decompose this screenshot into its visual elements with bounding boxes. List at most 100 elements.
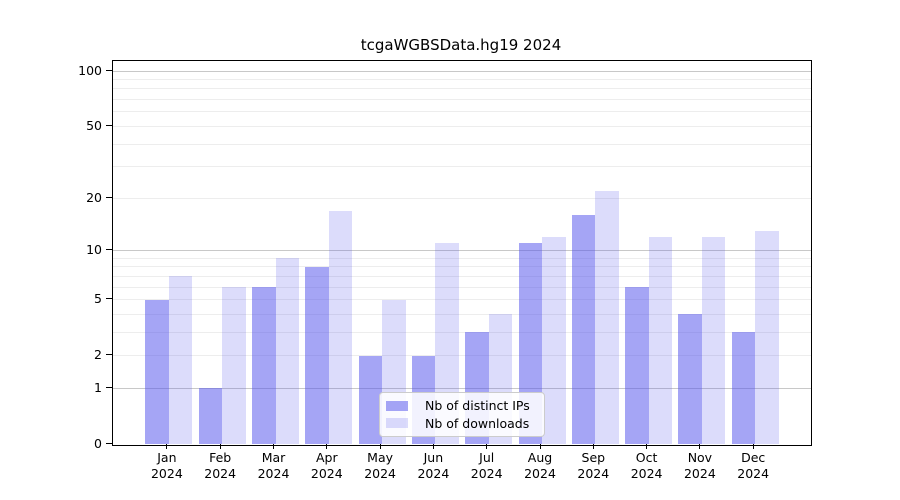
gridline-minor-4	[113, 313, 811, 315]
bar-downloads-apr	[328, 210, 353, 445]
x-tick-month: Feb	[209, 450, 232, 465]
bar-downloads-aug	[542, 236, 566, 445]
gridline-major-10	[113, 249, 811, 251]
x-tick-dec	[752, 443, 754, 449]
bar-distinct-ips-mar	[252, 287, 276, 445]
bar-distinct-ips-sep	[571, 215, 596, 445]
y-tick-2	[106, 354, 112, 356]
x-tick-apr	[326, 443, 328, 449]
x-tick-label-feb: Feb 2024	[204, 450, 236, 481]
x-tick-year: 2024	[683, 465, 716, 481]
bar-distinct-ips-feb	[198, 388, 223, 445]
y-tick-100	[106, 69, 112, 71]
bar-distinct-ips-oct	[625, 287, 649, 445]
bar-distinct-ips-may	[358, 355, 383, 445]
y-tick-label-0: 0	[94, 436, 102, 451]
x-tick-year: 2024	[364, 465, 396, 481]
x-tick-label-nov: Nov 2024	[684, 450, 716, 481]
y-tick-label-50: 50	[86, 117, 102, 133]
gridline-minor-60	[113, 111, 811, 113]
x-tick-label-aug: Aug 2024	[524, 450, 556, 481]
x-tick-month: Nov	[687, 450, 713, 465]
y-tick-label-2: 2	[94, 347, 102, 363]
x-tick-aug	[539, 443, 541, 449]
legend-label-downloads: Nb of downloads	[425, 415, 530, 431]
bar-distinct-ips-apr	[305, 266, 329, 445]
gridline-minor-7	[113, 275, 811, 277]
gridline-minor-2	[113, 355, 811, 357]
bar-downloads-jan	[168, 276, 193, 445]
x-tick-may	[379, 443, 381, 449]
bar-distinct-ips-dec	[731, 332, 756, 445]
x-tick-year: 2024	[630, 465, 663, 481]
y-tick-label-1: 1	[94, 379, 102, 395]
y-tick-10	[106, 248, 112, 250]
x-tick-year: 2024	[204, 465, 237, 481]
gridline-major-100	[113, 70, 811, 72]
y-tick-1	[106, 386, 112, 388]
x-tick-label-sep: Sep 2024	[577, 450, 609, 481]
x-tick-year: 2024	[257, 465, 290, 481]
legend-swatch-distinct-ips	[386, 400, 408, 412]
gridline-major-1	[113, 387, 811, 389]
gridline-minor-30	[113, 166, 811, 168]
x-tick-month: Oct	[635, 450, 658, 465]
gridline-minor-20	[113, 197, 811, 199]
gridline-minor-9	[113, 257, 811, 259]
bar-downloads-oct	[648, 236, 673, 445]
legend-item-downloads: Nb of downloads	[386, 416, 544, 431]
plot-area	[112, 60, 812, 446]
x-tick-year: 2024	[524, 465, 556, 481]
x-tick-month: May	[367, 450, 394, 465]
x-tick-year: 2024	[150, 465, 183, 481]
x-tick-label-apr: Apr 2024	[311, 450, 343, 481]
x-tick-label-oct: Oct 2024	[631, 450, 663, 481]
x-tick-mar	[273, 443, 274, 449]
gridline-minor-50	[113, 125, 811, 127]
gridline-minor-3	[113, 331, 811, 333]
gridline-minor-70	[113, 99, 811, 101]
x-tick-label-dec: Dec 2024	[737, 450, 769, 481]
x-tick-jun	[432, 443, 434, 449]
gridline-minor-80	[113, 88, 811, 90]
bar-downloads-nov	[701, 236, 726, 445]
x-tick-feb	[219, 443, 221, 449]
bar-distinct-ips-nov	[678, 314, 702, 445]
y-tick-50	[106, 124, 112, 126]
x-tick-jan	[166, 443, 168, 449]
x-tick-label-mar: Mar 2024	[258, 450, 290, 481]
legend-label-distinct-ips: Nb of distinct IPs	[425, 398, 530, 414]
x-tick-month: Sep	[581, 450, 606, 465]
y-tick-label-100: 100	[78, 62, 102, 78]
x-tick-month: Dec	[741, 450, 766, 465]
gridline-minor-5	[113, 299, 811, 301]
x-tick-label-jan: Jan 2024	[151, 450, 183, 481]
legend: Nb of distinct IPs Nb of downloads	[379, 392, 545, 437]
gridline-minor-90	[113, 79, 811, 81]
bar-downloads-feb	[222, 287, 246, 445]
x-tick-nov	[699, 443, 701, 449]
x-tick-month: Jul	[479, 450, 495, 465]
legend-item-distinct-ips: Nb of distinct IPs	[386, 398, 544, 413]
x-tick-label-may: May 2024	[364, 450, 396, 481]
bar-distinct-ips-jan	[145, 299, 169, 445]
legend-swatch-downloads	[386, 417, 408, 429]
x-tick-year: 2024	[470, 465, 503, 481]
y-tick-label-5: 5	[94, 291, 102, 307]
bar-downloads-mar	[275, 258, 299, 445]
gridline-minor-40	[113, 143, 811, 145]
x-tick-month: Jan	[157, 450, 177, 465]
x-tick-year: 2024	[310, 465, 343, 481]
bar-downloads-dec	[755, 230, 779, 445]
x-tick-label-jul: Jul 2024	[471, 450, 503, 481]
x-tick-month: Apr	[315, 450, 338, 465]
x-tick-month: Mar	[261, 450, 286, 465]
y-tick-5	[106, 298, 112, 300]
x-tick-oct	[646, 443, 648, 449]
gridline-minor-8	[113, 266, 811, 268]
y-tick-0	[106, 443, 112, 444]
x-tick-month: Jun	[423, 450, 444, 465]
x-tick-month: Aug	[527, 450, 553, 465]
x-tick-year: 2024	[417, 465, 450, 481]
